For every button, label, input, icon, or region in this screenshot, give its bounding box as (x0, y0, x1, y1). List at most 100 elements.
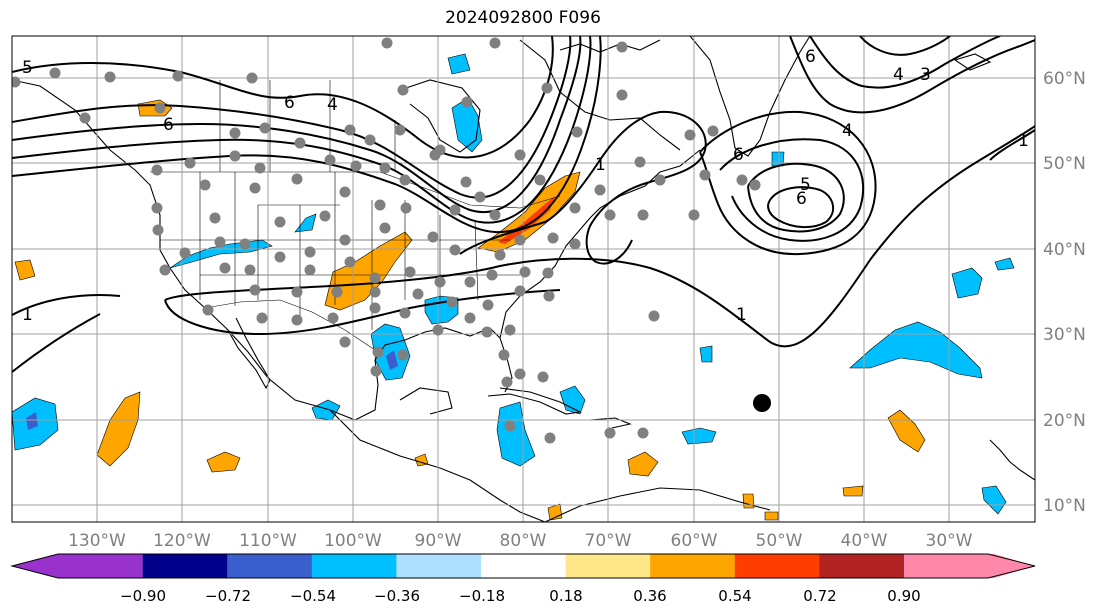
station-marker (571, 126, 583, 138)
station-marker (400, 202, 412, 214)
contour-line (719, 138, 865, 242)
contour-line (12, 36, 572, 199)
colorbar-tick-label: −0.90 (120, 587, 166, 605)
negative-region (496, 401, 536, 467)
station-marker (481, 326, 493, 338)
colorbar (10, 553, 1036, 579)
station-marker (494, 249, 506, 261)
contour-label: 1 (736, 305, 747, 325)
positive-region (842, 485, 864, 497)
hispaniola (589, 417, 632, 429)
lon-label: 70°W (585, 531, 632, 551)
station-marker (514, 285, 526, 297)
station-marker (339, 186, 351, 198)
positive-region (14, 259, 36, 281)
station-marker (256, 312, 268, 324)
station-marker (274, 251, 286, 263)
station-marker (654, 174, 666, 186)
negative-region (951, 267, 983, 299)
negative-region (447, 53, 471, 75)
station-marker (434, 276, 446, 288)
station-marker (489, 37, 501, 49)
station-marker (202, 304, 214, 316)
lon-label: 50°W (756, 531, 803, 551)
contour-line (789, 36, 1035, 114)
negative-region (994, 257, 1015, 271)
station-marker (541, 82, 553, 94)
station-marker (404, 266, 416, 278)
lat-label: 30°N (1043, 325, 1086, 345)
negative-region (681, 427, 717, 445)
station-marker (324, 154, 336, 166)
positive-region (742, 493, 755, 509)
lat-label: 40°N (1043, 240, 1086, 260)
south-america-coast (544, 487, 771, 522)
station-marker (534, 174, 546, 186)
contour-label: 4 (842, 121, 853, 141)
station-marker (569, 238, 581, 250)
station-marker (446, 296, 458, 308)
colorbar-tick-label: 0.36 (633, 587, 666, 605)
contour-label: 4 (893, 65, 904, 85)
station-marker (327, 312, 339, 324)
storm-center-marker (753, 394, 771, 412)
station-marker (291, 314, 303, 326)
greenland (689, 36, 811, 157)
station-marker (460, 176, 472, 188)
negative-region (981, 485, 1007, 515)
station-marker (432, 324, 444, 336)
station-marker (370, 365, 382, 377)
contour-labels: 5 6 6 4 6 4 6 3 4 5 6 1 1 1 1 (22, 47, 1029, 325)
lon-label: 60°W (671, 531, 718, 551)
contour-line (12, 36, 602, 234)
station-marker (594, 184, 606, 196)
hudson-bay (399, 79, 481, 153)
station-marker (427, 231, 439, 243)
station-marker (79, 112, 91, 124)
station-marker (399, 174, 411, 186)
station-marker (369, 302, 381, 314)
station-marker (159, 264, 171, 276)
station-marker (637, 427, 649, 439)
contour-line (12, 36, 554, 159)
station-marker (464, 312, 476, 324)
contour-line (12, 36, 582, 213)
station-marker (254, 162, 266, 174)
colorbar-segment (904, 554, 1035, 578)
station-marker (569, 202, 581, 214)
map-frame (11, 35, 1036, 523)
station-marker (399, 307, 411, 319)
contour-line (809, 36, 1001, 89)
lat-label: 20°N (1043, 411, 1086, 431)
arctic-islands (559, 39, 661, 53)
contour-label: 6 (163, 115, 174, 135)
negative-region (386, 350, 398, 370)
station-marker (397, 349, 409, 361)
colorbar-tick-label: 0.72 (803, 587, 836, 605)
colorbar-tick-label: −0.18 (459, 587, 505, 605)
station-marker (381, 37, 393, 49)
station-marker (736, 174, 748, 186)
station-marker (542, 267, 554, 279)
contour-line (164, 125, 1035, 348)
lon-label: 90°W (415, 531, 462, 551)
station-marker (397, 84, 409, 96)
station-marker (172, 70, 184, 82)
station-marker (707, 125, 719, 137)
lon-label: 120°W (153, 531, 211, 551)
station-marker (364, 134, 376, 146)
negative-region (370, 323, 411, 381)
station-marker (259, 122, 271, 134)
station-marker (104, 71, 116, 83)
station-marker (648, 310, 660, 322)
station-marker (344, 124, 356, 136)
iceland (953, 53, 992, 71)
negative-region (771, 151, 785, 167)
contour-line (164, 289, 561, 336)
station-marker (369, 272, 381, 284)
positive-region (627, 451, 659, 477)
station-marker (199, 179, 211, 191)
station-marker (482, 299, 494, 311)
cuba (487, 387, 582, 415)
